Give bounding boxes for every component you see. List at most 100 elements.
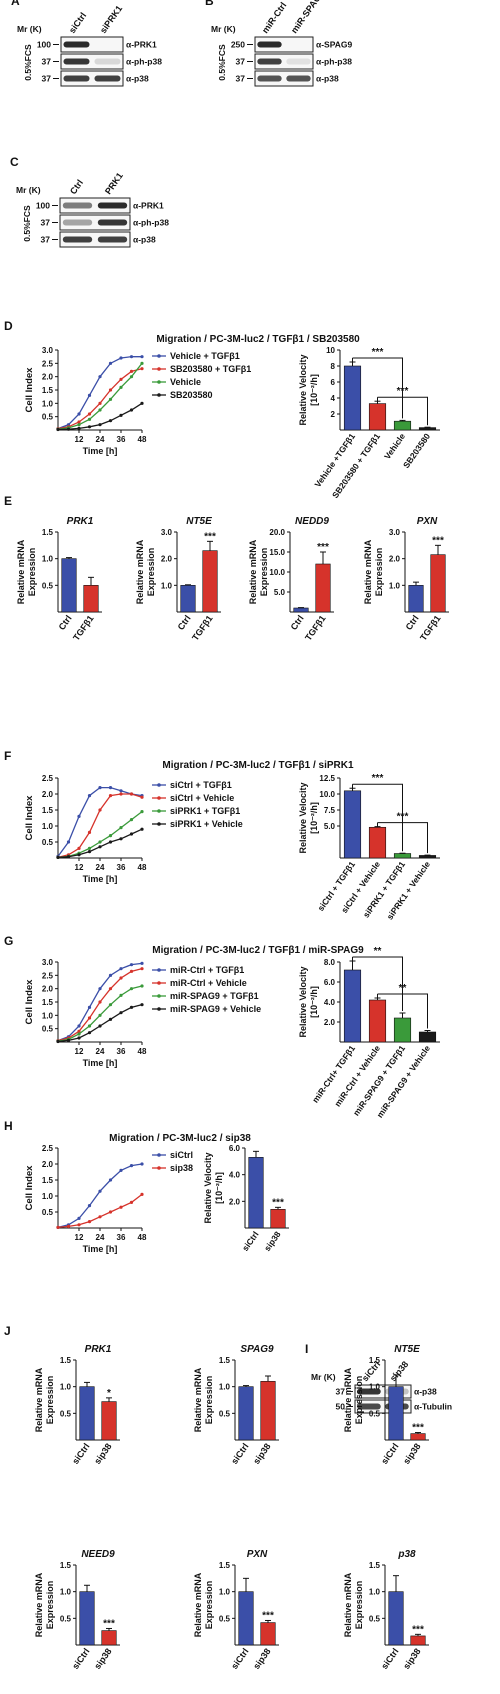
- category-label: siCtrl: [379, 1441, 400, 1466]
- y-tick-label: 3.0: [161, 528, 173, 537]
- panel-letter: J: [4, 1324, 11, 1338]
- x-axis-label: Time [h]: [83, 446, 118, 456]
- data-point: [98, 1013, 102, 1017]
- legend-marker: [157, 380, 161, 384]
- data-point: [119, 792, 123, 796]
- data-point: [119, 976, 123, 980]
- mr-label: Mr (K): [211, 24, 236, 34]
- blot-strip: [254, 70, 314, 87]
- x-tick-label: 24: [96, 1047, 105, 1056]
- gene-title: NT5E: [394, 1344, 420, 1355]
- category-label: SB203580 + TGFβ1: [330, 431, 382, 500]
- y-tick-label: 1.5: [42, 528, 54, 537]
- x-tick-label: 48: [138, 435, 147, 444]
- data-point: [77, 420, 81, 424]
- data-point: [140, 401, 144, 405]
- lane-label: PRK1: [103, 171, 125, 196]
- y-axis-label: Relative mRNAExpression: [193, 1572, 214, 1637]
- data-point: [98, 401, 102, 405]
- data-point: [87, 393, 92, 397]
- data-point: [119, 413, 123, 417]
- y-axis-label: Relative mRNAExpression: [343, 1367, 364, 1432]
- chart-title: Migration / PC-3M-luc2 / TGFβ1 / SB20358…: [156, 334, 360, 345]
- blot-band: [94, 58, 121, 65]
- data-point: [119, 967, 123, 971]
- legend-label: siPRK1 + Vehicle: [170, 819, 243, 829]
- marker-label: 37: [41, 235, 51, 245]
- blot-strip: [60, 53, 124, 70]
- data-point: [66, 1224, 71, 1228]
- data-point: [108, 834, 113, 838]
- y-tick-label: 2.0: [42, 1160, 54, 1169]
- data-point: [108, 1017, 113, 1021]
- y-tick-label: 1.0: [42, 555, 54, 564]
- category-label: siCtrl: [70, 1646, 91, 1671]
- y-axis-label: Relative mRNAExpression: [34, 1367, 55, 1432]
- significance-bracket: [352, 956, 403, 1011]
- bar-chart-J: 0.5 1.0 1.5 siCtrl sip38 * PRK1 Relative mRNAEx…: [34, 1344, 120, 1466]
- bar: [202, 550, 218, 613]
- data-point: [87, 1204, 92, 1208]
- gene-title: PXN: [417, 516, 438, 527]
- data-point: [77, 1024, 81, 1028]
- antibody-label: α-ph-p38: [133, 218, 169, 228]
- category-label: sip38: [262, 1229, 283, 1253]
- y-tick-label: 0.5: [42, 413, 54, 422]
- bar: [61, 558, 77, 613]
- legend-label: Vehicle: [170, 377, 201, 387]
- y-tick-label: 1.5: [60, 1561, 72, 1570]
- y-tick-label: 8.0: [324, 958, 336, 967]
- y-tick-label: 0.5: [219, 1409, 231, 1418]
- data-point: [108, 786, 113, 790]
- data-point: [140, 961, 144, 965]
- blot-band: [286, 75, 311, 82]
- data-point: [119, 385, 123, 389]
- y-tick-label: 1.0: [389, 581, 401, 590]
- bar: [368, 999, 387, 1043]
- y-axis-label: Relative mRNAExpression: [16, 539, 37, 604]
- y-axis-label-line: Relative mRNA: [16, 539, 26, 604]
- legend-marker: [157, 393, 161, 397]
- y-axis-label-line: Expression: [27, 548, 37, 597]
- y-tick-label: 12.5: [319, 774, 335, 783]
- panel-letter: H: [4, 1119, 13, 1133]
- blot-band: [257, 41, 282, 48]
- category-label: sip38: [251, 1441, 272, 1466]
- y-tick-label: 3.0: [42, 346, 54, 355]
- category-label: TGFβ1: [190, 613, 215, 642]
- bar: [343, 969, 362, 1043]
- x-tick-label: 36: [117, 1233, 126, 1242]
- category-label: sip38: [401, 1441, 422, 1466]
- y-tick-label: 0.5: [60, 1409, 72, 1418]
- blot-band: [63, 75, 90, 82]
- panel-letter: G: [4, 934, 13, 948]
- y-tick-label: 5.0: [324, 822, 336, 831]
- legend-label: Vehicle + TGFβ1: [170, 351, 240, 361]
- bar-chart-H: 2.0 4.0 6.0 siCtrl sip38 *** Relative Velocity…: [203, 1144, 289, 1253]
- blot-band: [286, 58, 311, 65]
- y-axis-label-line: Expression: [354, 1581, 364, 1630]
- significance-bracket: [377, 396, 428, 426]
- y-axis-label: Relative mRNAExpression: [343, 1572, 364, 1637]
- antibody-label: α-PRK1: [126, 40, 157, 50]
- data-point: [87, 850, 92, 854]
- data-point: [56, 1039, 60, 1044]
- bar: [248, 1157, 264, 1229]
- legend-marker: [157, 783, 161, 787]
- data-point: [77, 846, 81, 851]
- bar: [270, 1209, 286, 1229]
- y-tick-label: 2.5: [42, 1144, 54, 1153]
- data-point: [98, 1215, 102, 1219]
- y-tick-label: 0.5: [60, 1614, 72, 1623]
- blot-band: [62, 236, 93, 243]
- x-tick-label: 12: [75, 1047, 84, 1056]
- antibody-label: α-ph-p38: [126, 57, 162, 67]
- data-point: [140, 361, 144, 365]
- blot-panel-B: B Mr (K) miR-Ctrl miR-SPAG9 250 α-SPAG9 37 α-ph…: [205, 0, 353, 87]
- lane-label: Ctrl: [68, 178, 85, 196]
- y-tick-label: 10.0: [269, 568, 285, 577]
- y-axis-label: Relative Velocity[10⁻²/h]: [298, 966, 319, 1037]
- bar: [83, 585, 99, 613]
- y-axis-label-line: Relative mRNA: [363, 539, 373, 604]
